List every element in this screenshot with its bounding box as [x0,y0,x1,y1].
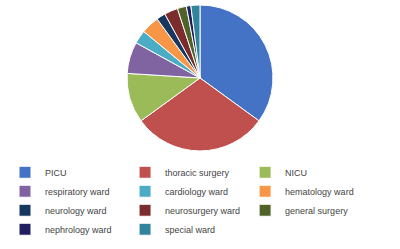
svg-text:thoracic surgery: thoracic surgery [165,168,230,178]
svg-text:cardiology ward: cardiology ward [165,187,228,197]
svg-text:special ward: special ward [165,225,215,235]
svg-text:neurology ward: neurology ward [45,206,107,216]
svg-text:PICU: PICU [45,168,67,178]
svg-text:hematology ward: hematology ward [285,187,354,197]
svg-text:NICU: NICU [285,168,307,178]
svg-text:respiratory ward: respiratory ward [45,187,110,197]
svg-text:nephrology ward: nephrology ward [45,225,112,235]
svg-text:neurosurgery ward: neurosurgery ward [165,206,240,216]
svg-text:general surgery: general surgery [285,206,348,216]
